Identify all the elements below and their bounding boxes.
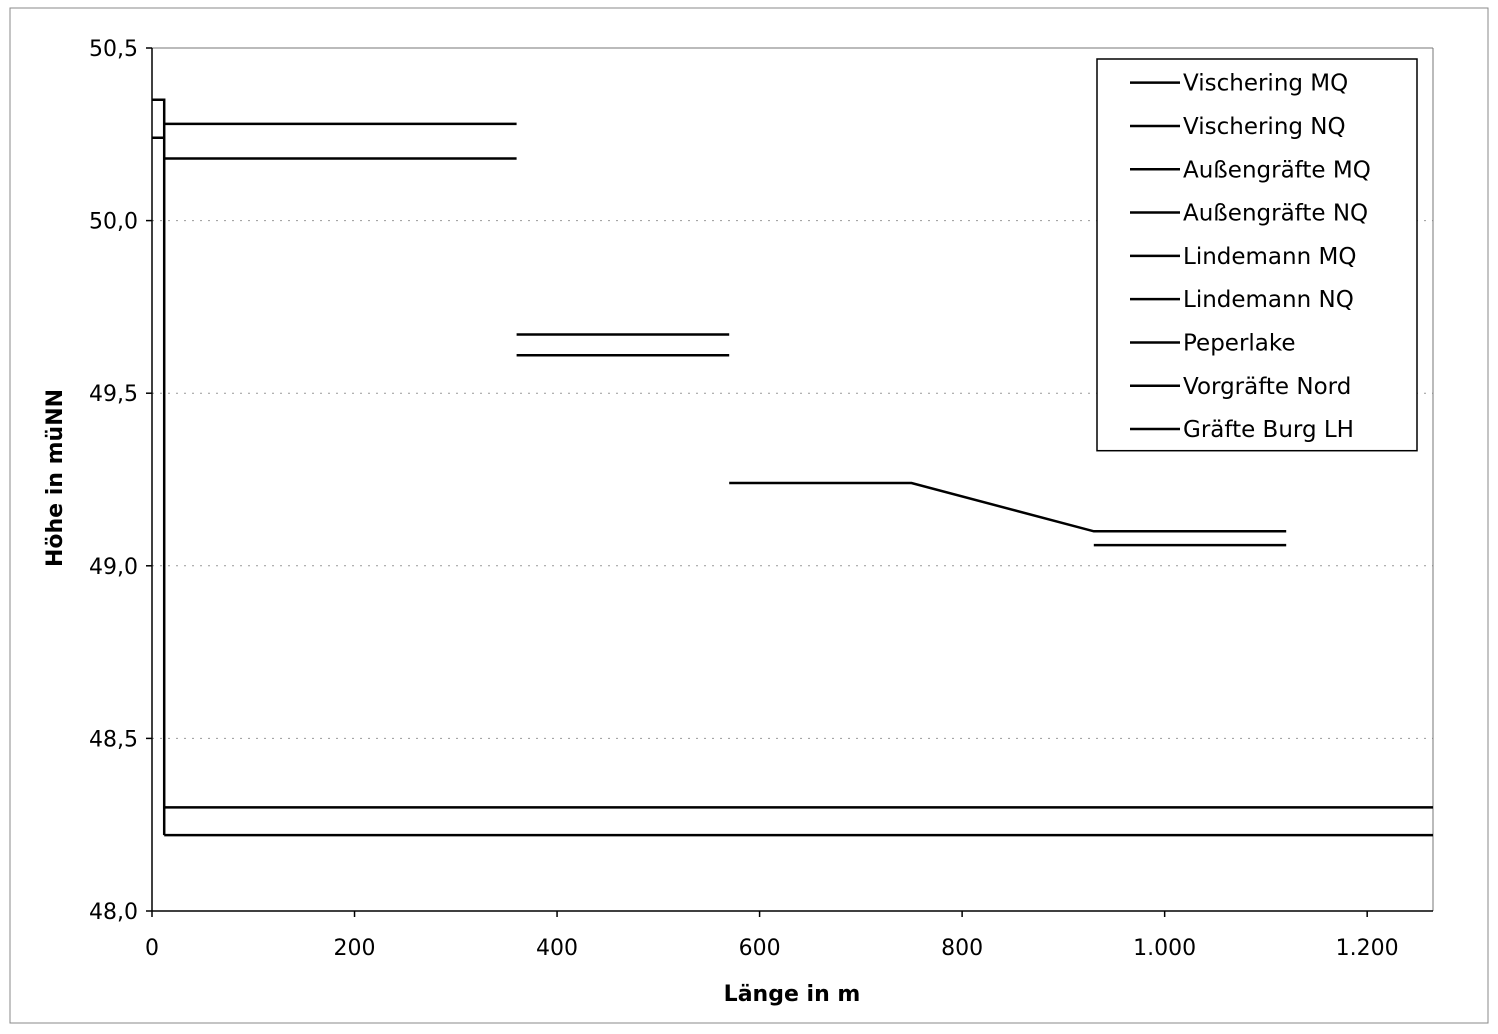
legend-label: Vorgräfte Nord xyxy=(1183,374,1351,400)
tick-labels: 48,0 48,5 49,0 49,5 50,0 50,5 0 200 400 600 800 1.0… xyxy=(89,37,1399,961)
legend-label: Lindemann MQ xyxy=(1183,244,1356,270)
series-line-9 xyxy=(152,98,166,836)
y-tick-label: 50,5 xyxy=(89,37,138,62)
legend-label: Gräfte Burg LH xyxy=(1183,417,1354,443)
legend-label: Vischering NQ xyxy=(1183,114,1346,140)
x-tick-label: 1.200 xyxy=(1336,936,1399,961)
legend-label: Peperlake xyxy=(1183,330,1296,356)
x-tick-label: 600 xyxy=(739,936,781,961)
legend-label: Außengräfte NQ xyxy=(1183,201,1368,227)
legend: Vischering MQ Vischering NQ Außengräfte MQ… xyxy=(1096,58,1418,452)
legend-label: Vischering MQ xyxy=(1183,71,1348,97)
x-tick-label: 800 xyxy=(941,936,983,961)
y-tick-label: 49,5 xyxy=(89,382,138,407)
series-lines xyxy=(152,98,1433,837)
series-line-5 xyxy=(729,481,1287,533)
grid-lines xyxy=(152,220,1433,739)
axes xyxy=(146,47,1434,917)
x-tick-label: 0 xyxy=(145,936,159,961)
y-axis-title: Höhe in müNN xyxy=(43,389,68,567)
x-axis-title: Länge in m xyxy=(724,982,861,1007)
x-tick-label: 1.000 xyxy=(1133,936,1196,961)
y-tick-label: 48,5 xyxy=(89,727,138,752)
y-tick-label: 48,0 xyxy=(89,900,138,925)
x-tick-label: 200 xyxy=(334,936,376,961)
legend-label: Außengräfte MQ xyxy=(1183,157,1371,183)
y-tick-label: 50,0 xyxy=(89,210,138,235)
x-tick-label: 400 xyxy=(536,936,578,961)
legend-label: Lindemann NQ xyxy=(1183,287,1354,313)
y-tick-label: 49,0 xyxy=(89,555,138,580)
